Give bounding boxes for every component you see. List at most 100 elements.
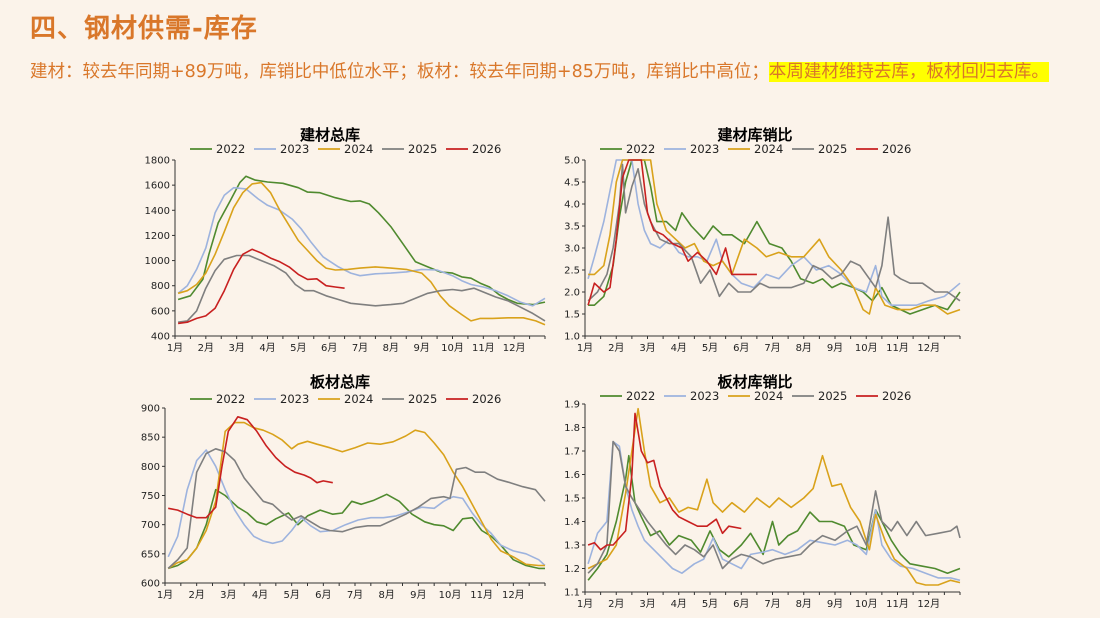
c3-xtick-label: 11月 bbox=[470, 589, 493, 601]
c2-legend-label: 2023 bbox=[690, 142, 719, 156]
c2-xtick-label: 8月 bbox=[796, 342, 812, 354]
c1-legend-item-2026: 2026 bbox=[446, 142, 501, 156]
c1-legend-item-2025: 2025 bbox=[382, 142, 437, 156]
c2-ytick-label: 3.0 bbox=[564, 244, 580, 255]
c1-ytick-label: 1600 bbox=[145, 181, 170, 192]
c3-xtick-label: 4月 bbox=[252, 589, 268, 601]
chart-rebar-total-inventory: 建材总库 400 600 800 1000 1200 1400 1600 1800 1月 2月 3月 4… bbox=[130, 120, 570, 360]
c1-legend-label: 2026 bbox=[472, 142, 501, 156]
c3-xtick-label: 8月 bbox=[378, 589, 394, 601]
c1-series-2022 bbox=[177, 175, 546, 306]
c1-title: 建材总库 bbox=[300, 126, 360, 144]
c1-legend-item-2022: 2022 bbox=[190, 142, 245, 156]
c3-xtick-label: 7月 bbox=[347, 589, 363, 601]
c2-xtick-label: 5月 bbox=[702, 342, 718, 354]
c3-ytick-label: 900 bbox=[141, 404, 160, 415]
c2-legend-item-2026: 2026 bbox=[856, 142, 911, 156]
c1-xtick-label: 3月 bbox=[228, 342, 244, 354]
c3-ytick-label: 750 bbox=[141, 491, 160, 502]
c2-xtick-label: 1月 bbox=[577, 342, 593, 354]
c2-legend-label: 2022 bbox=[626, 142, 655, 156]
c4-ytick-label: 1.4 bbox=[564, 517, 580, 528]
c2-legend-item-2022: 2022 bbox=[600, 142, 655, 156]
c4-xtick-label: 8月 bbox=[796, 598, 812, 610]
c3-series-2024 bbox=[167, 421, 545, 570]
c2-series-2024 bbox=[588, 159, 961, 315]
c1-legend-label: 2023 bbox=[280, 142, 309, 156]
c4-xtick-label: 7月 bbox=[764, 598, 780, 610]
c3-xtick-label: 12月 bbox=[502, 589, 525, 601]
c1-ytick-label: 400 bbox=[151, 332, 170, 343]
c1-series-2024 bbox=[177, 181, 546, 326]
c3-legend-label: 2025 bbox=[408, 392, 437, 406]
c4-legend-label: 2024 bbox=[754, 389, 783, 403]
c3-series-2022 bbox=[167, 488, 545, 570]
c4-series-2025 bbox=[587, 440, 961, 574]
c2-legend-item-2025: 2025 bbox=[792, 142, 847, 156]
c3-ytick-label: 600 bbox=[141, 579, 160, 590]
c4-ytick-label: 1.2 bbox=[564, 564, 580, 575]
c3-xtick-label: 2月 bbox=[188, 589, 204, 601]
c2-ytick-label: 1.0 bbox=[564, 332, 580, 343]
c2-ytick-label: 1.5 bbox=[564, 310, 580, 321]
c3-ytick-label: 800 bbox=[141, 462, 160, 473]
c3-ytick-label: 700 bbox=[141, 520, 160, 531]
c1-xtick-label: 7月 bbox=[352, 342, 368, 354]
c3-legend-item-2026: 2026 bbox=[446, 392, 501, 406]
c4-title: 板材库销比 bbox=[717, 373, 792, 391]
c4-legend-item-2022: 2022 bbox=[600, 389, 655, 403]
c1-xtick-label: 2月 bbox=[198, 342, 214, 354]
page-title: 四、钢材供需-库存 bbox=[30, 14, 258, 44]
c4-ytick-label: 1.9 bbox=[564, 400, 580, 411]
c1-xtick-label: 1月 bbox=[167, 342, 183, 354]
c3-xtick-label: 6月 bbox=[315, 589, 331, 601]
c3-series-2026 bbox=[168, 416, 333, 519]
c4-legend-label: 2023 bbox=[690, 389, 719, 403]
c4-series-2026 bbox=[587, 412, 742, 551]
c1-legend-label: 2022 bbox=[216, 142, 245, 156]
summary-text: 建材：较去年同期+89万吨，库销比中低位水平；板材：较去年同期+85万吨，库销比… bbox=[30, 58, 1080, 87]
c3-legend-label: 2022 bbox=[216, 392, 245, 406]
c1-legend-label: 2024 bbox=[344, 142, 373, 156]
c1-xtick-label: 4月 bbox=[259, 342, 275, 354]
c1-legend-label: 2025 bbox=[408, 142, 437, 156]
c3-legend-item-2022: 2022 bbox=[190, 392, 245, 406]
c4-xtick-label: 1月 bbox=[577, 598, 593, 610]
c2-xtick-label: 6月 bbox=[733, 342, 749, 354]
c4-legend-label: 2022 bbox=[626, 389, 655, 403]
c1-ytick-label: 800 bbox=[151, 281, 170, 292]
c3-legend-item-2025: 2025 bbox=[382, 392, 437, 406]
c3-xtick-label: 9月 bbox=[410, 589, 426, 601]
c2-legend-label: 2025 bbox=[818, 142, 847, 156]
c4-legend-item-2025: 2025 bbox=[792, 389, 847, 403]
c2-ytick-label: 5.0 bbox=[564, 156, 580, 167]
c4-xtick-label: 2月 bbox=[608, 598, 624, 610]
c4-series-2024 bbox=[587, 407, 961, 586]
c4-xtick-label: 6月 bbox=[733, 598, 749, 610]
c1-series-2026 bbox=[177, 248, 345, 325]
summary-part1: 建材：较去年同期+89万吨，库销比中低位水平；板材：较去年同期+85万吨，库销比… bbox=[30, 62, 769, 82]
chart-plate-total-inventory: 板材总库 600 650 700 750 800 850 900 1月 2月 3月 4月 5月 6月 7月 8… bbox=[130, 370, 570, 610]
c4-legend-item-2023: 2023 bbox=[664, 389, 719, 403]
c3-legend-label: 2024 bbox=[344, 392, 373, 406]
c2-title: 建材库销比 bbox=[717, 126, 792, 144]
c4-xtick-label: 5月 bbox=[702, 598, 718, 610]
c2-xtick-label: 7月 bbox=[764, 342, 780, 354]
c3-ytick-label: 650 bbox=[141, 549, 160, 560]
c4-xtick-label: 12月 bbox=[917, 598, 940, 610]
c3-legend-item-2024: 2024 bbox=[318, 392, 373, 406]
summary-highlight: 本周建材维持去库，板材回归去库。 bbox=[768, 62, 1049, 82]
c1-series-2025 bbox=[177, 254, 546, 323]
c4-xtick-label: 11月 bbox=[886, 598, 909, 610]
c2-xtick-label: 2月 bbox=[608, 342, 624, 354]
c3-legend-label: 2023 bbox=[280, 392, 309, 406]
c2-xtick-label: 4月 bbox=[671, 342, 687, 354]
c3-legend-label: 2026 bbox=[472, 392, 501, 406]
c2-xtick-label: 11月 bbox=[886, 342, 909, 354]
chart-plate-inventory-sales-ratio: 板材库销比 1.1 1.2 1.3 1.4 1.5 1.6 1.7 1.8 1.9 1月 2月 3月 4月… bbox=[540, 370, 980, 610]
c4-ytick-label: 1.5 bbox=[564, 494, 580, 505]
c1-ytick-label: 1000 bbox=[145, 256, 170, 267]
c3-xtick-label: 5月 bbox=[283, 589, 299, 601]
c1-xtick-label: 12月 bbox=[503, 342, 526, 354]
c4-ytick-label: 1.1 bbox=[564, 588, 580, 599]
